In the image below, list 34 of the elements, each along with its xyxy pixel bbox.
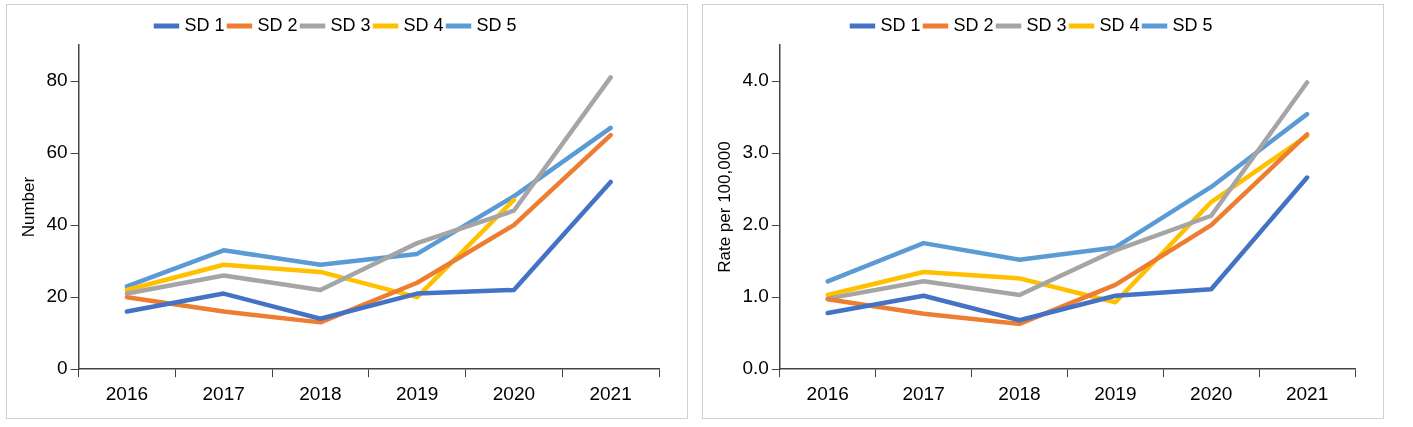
legend-label: SD 2 xyxy=(257,14,298,35)
legend-label: SD 5 xyxy=(476,14,517,35)
x-tick-label: 2020 xyxy=(492,382,536,404)
x-tick-label: 2017 xyxy=(902,382,945,404)
legend-label: SD 1 xyxy=(184,14,225,35)
y-axis-title: Number xyxy=(18,176,38,238)
x-tick-label: 2018 xyxy=(998,382,1041,404)
legend-label: SD 4 xyxy=(1099,14,1140,35)
x-tick-label: 2019 xyxy=(1094,382,1137,404)
x-tick-label: 2021 xyxy=(589,382,632,404)
y-tick-label: 0.0 xyxy=(742,357,769,379)
y-tick-label: 0 xyxy=(56,357,68,379)
legend-label: SD 5 xyxy=(1172,14,1213,35)
y-axis-title: Rate per 100,000 xyxy=(714,141,734,273)
x-tick-label: 2018 xyxy=(299,382,342,404)
x-tick-label: 2017 xyxy=(202,382,245,404)
y-tick-label: 1.0 xyxy=(742,285,769,307)
legend-label: SD 1 xyxy=(880,14,921,35)
y-tick-label: 20 xyxy=(46,285,68,307)
legend-label: SD 3 xyxy=(1026,14,1067,35)
y-tick-label: 80 xyxy=(46,69,68,91)
y-tick-label: 60 xyxy=(46,141,68,163)
y-tick-label: 3.0 xyxy=(742,141,769,163)
x-tick-label: 2016 xyxy=(806,382,849,404)
y-tick-label: 40 xyxy=(46,213,68,235)
x-tick-label: 2019 xyxy=(396,382,439,404)
legend-label: SD 4 xyxy=(403,14,444,35)
y-tick-label: 2.0 xyxy=(742,213,769,235)
x-tick-label: 2021 xyxy=(1285,382,1329,404)
legend-label: SD 3 xyxy=(330,14,371,35)
x-tick-label: 2020 xyxy=(1190,382,1233,404)
x-tick-label: 2016 xyxy=(105,382,149,404)
legend-label: SD 2 xyxy=(953,14,994,35)
y-tick-label: 4.0 xyxy=(742,69,769,91)
